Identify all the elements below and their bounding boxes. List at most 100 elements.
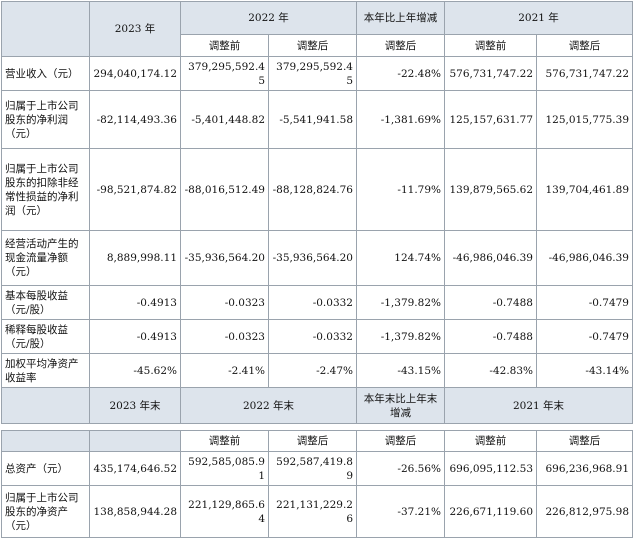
table-row: 加权平均净资产收益率 -45.62% -2.41% -2.47% -43.15%… [1,353,633,388]
value-2022-after: -88,128,824.76 [268,148,357,231]
value-2022-before: -5,401,448.82 [180,90,269,149]
value-2021-before: 696,095,112.53 [444,451,537,486]
value-2021-before: 576,731,747.22 [444,56,537,91]
table-row: 归属于上市公司股东的净利润（元） -82,114,493.36 -5,401,4… [1,90,633,149]
header-row-sub: 调整前 调整后 调整后 调整前 调整后 [2,34,633,57]
header-blank-cell [1,1,90,57]
value-yoy: -26.56% [356,451,445,486]
value-yoy: -43.15% [356,353,445,388]
value-2021-before: 139,879,565.62 [444,148,537,231]
table-row: 归属于上市公司股东的扣除非经常性损益的净利润（元） -98,521,874.82… [1,148,633,231]
value-2021-before: 226,671,119.60 [444,485,537,538]
value-2022-after: -35,936,564.20 [268,230,357,286]
row-label: 归属于上市公司股东的净利润（元） [1,90,90,149]
value-2023: -0.4913 [89,319,181,354]
header-2023: 2023 年 [89,1,181,57]
value-2021-before: -42.83% [444,353,537,388]
header-2022-after: 调整后 [268,430,357,452]
header-2022-before: 调整前 [180,34,269,57]
value-2022-after: 592,587,419.89 [268,451,357,486]
header-row-top: 2023 年 2022 年 本年比上年增减 2021 年 [1,1,633,57]
value-2021-after: -43.14% [536,353,633,388]
table-row: 营业收入（元） 294,040,174.12 379,295,592.45 37… [1,56,633,91]
value-yoy: -37.21% [356,485,445,538]
table-row: 归属于上市公司股东的净资产（元） 138,858,944.28 221,129,… [1,485,633,538]
header-2021-after: 调整后 [536,34,633,57]
value-yoy: -11.79% [356,148,445,231]
value-2022-before: -0.0323 [180,285,269,320]
value-2023: -45.62% [89,353,181,388]
value-2021-after: -0.7479 [536,285,633,320]
value-2022-before: -88,016,512.49 [180,148,269,231]
value-2022-after: -0.0332 [268,285,357,320]
value-2023: -0.4913 [89,285,181,320]
value-2021-after: -46,986,046.39 [536,230,633,286]
table-row: 稀释每股收益（元/股） -0.4913 -0.0323 -0.0332 -1,3… [1,319,633,354]
header-2023-end: 2023 年末 [89,387,181,424]
table-row: 总资产（元） 435,174,646.52 592,585,085.91 592… [1,451,633,486]
value-2021-after: 226,812,975.98 [536,485,633,538]
header-yoy-after: 调整后 [356,34,445,57]
value-2021-before: -46,986,046.39 [444,230,537,286]
table-row: 基本每股收益（元/股） -0.4913 -0.0323 -0.0332 -1,3… [1,285,633,320]
row-label: 归属于上市公司股东的扣除非经常性损益的净利润（元） [1,148,90,231]
value-2022-before: -35,936,564.20 [180,230,269,286]
value-2022-before: -2.41% [180,353,269,388]
value-yoy: -1,381.69% [356,90,445,149]
value-2021-after: -0.7479 [536,319,633,354]
header-2021-after: 调整后 [536,430,633,452]
row-label: 营业收入（元） [1,56,90,91]
table-gap [1,423,633,431]
value-2022-after: -2.47% [268,353,357,388]
value-2021-before: 125,157,631.77 [444,90,537,149]
value-2023: 435,174,646.52 [89,451,181,486]
header-blank-cell [1,387,90,424]
value-2021-after: 696,236,968.91 [536,451,633,486]
value-2021-before: -0.7488 [444,319,537,354]
value-yoy: 124.74% [356,230,445,286]
value-2022-before: 592,585,085.91 [180,451,269,486]
header-row-top-2: 2023 年末 2022 年末 本年末比上年末增减 2021 年末 [1,387,633,424]
header-2021-before: 调整前 [444,34,537,57]
value-2023: 294,040,174.12 [89,56,181,91]
header-yoy: 本年比上年增减 [356,1,445,35]
value-2021-after: 125,015,775.39 [536,90,633,149]
value-2023: -98,521,874.82 [89,148,181,231]
header-yoy-after: 调整后 [356,430,445,452]
header-2021-before: 调整前 [444,430,537,452]
value-2022-before: 221,129,865.64 [180,485,269,538]
row-label: 稀释每股收益（元/股） [1,319,90,354]
header-2022-after: 调整后 [268,34,357,57]
value-2023: 8,889,998.11 [89,230,181,286]
header-2022-before: 调整前 [180,430,269,452]
value-2022-before: -0.0323 [180,319,269,354]
value-2023: 138,858,944.28 [89,485,181,538]
value-2021-after: 576,731,747.22 [536,56,633,91]
value-2022-before: 379,295,592.45 [180,56,269,91]
row-label: 经营活动产生的现金流量净额（元） [1,230,90,286]
header-2022: 2022 年 [180,1,357,35]
value-2022-after: 221,131,229.26 [268,485,357,538]
row-label: 总资产（元） [1,451,90,486]
value-2022-after: -5,541,941.58 [268,90,357,149]
value-2021-after: 139,704,461.89 [536,148,633,231]
value-2022-after: -0.0332 [268,319,357,354]
row-label: 基本每股收益（元/股） [1,285,90,320]
gap-cell [1,423,633,431]
header-2022-end: 2022 年末 [180,387,357,424]
header-2021-end: 2021 年末 [444,387,633,424]
value-yoy: -1,379.82% [356,285,445,320]
header-blank-cell [89,430,181,452]
header-yoy-end: 本年末比上年末增减 [356,387,445,424]
value-2021-before: -0.7488 [444,285,537,320]
value-2023: -82,114,493.36 [89,90,181,149]
row-label: 归属于上市公司股东的净资产（元） [1,485,90,538]
header-row-sub-2: 调整前 调整后 调整后 调整前 调整后 [1,430,633,452]
header-blank-cell [1,430,90,452]
header-2021: 2021 年 [444,1,633,35]
value-yoy: -1,379.82% [356,319,445,354]
row-label: 加权平均净资产收益率 [1,353,90,388]
value-yoy: -22.48% [356,56,445,91]
